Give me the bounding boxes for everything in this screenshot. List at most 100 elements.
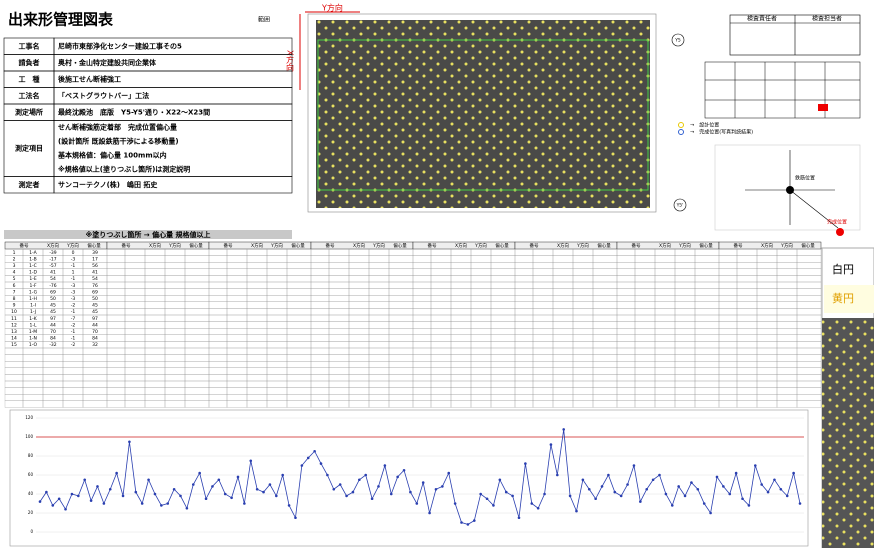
point	[588, 488, 591, 491]
table-cell	[209, 282, 227, 289]
table-cell	[43, 388, 63, 395]
table-cell	[107, 341, 125, 348]
table-value: 15	[11, 342, 17, 348]
table-cell	[451, 282, 471, 289]
table-cell	[675, 374, 695, 381]
table-cell	[675, 335, 695, 342]
point	[716, 476, 719, 479]
rebar-dot	[786, 186, 794, 194]
info-label: 工事名	[19, 41, 40, 50]
table-cell	[267, 249, 287, 256]
table-cell	[329, 348, 349, 355]
table-cell	[267, 295, 287, 302]
table-cell	[471, 355, 491, 362]
table-cell	[695, 275, 719, 282]
info-value: せん断補強筋定着部 完成位置偏心量	[58, 123, 177, 132]
table-cell	[757, 269, 777, 276]
table-cell	[63, 381, 83, 388]
point	[530, 502, 533, 505]
table-cell	[533, 355, 553, 362]
table-cell	[209, 322, 227, 329]
table-cell	[593, 282, 617, 289]
table-cell	[675, 256, 695, 263]
info-value: (設計箇所 既設鉄筋干渉による移動量)	[58, 137, 179, 146]
table-cell	[247, 275, 267, 282]
table-cell	[491, 256, 515, 263]
table-cell	[311, 361, 329, 368]
table-cell	[515, 355, 533, 362]
table-cell	[145, 335, 165, 342]
table-cell	[533, 341, 553, 348]
table-cell	[593, 335, 617, 342]
table-value: 54	[50, 276, 56, 282]
point	[741, 497, 744, 500]
table-cell	[777, 368, 797, 375]
table-cell	[349, 256, 369, 263]
table-value: 45	[50, 309, 56, 315]
table-cell	[573, 282, 593, 289]
table-cell	[737, 394, 757, 401]
table-cell	[145, 361, 165, 368]
table-cell	[719, 328, 737, 335]
table-cell	[533, 368, 553, 375]
table-cell	[797, 256, 821, 263]
point	[122, 495, 125, 498]
table-cell	[695, 308, 719, 315]
table-cell	[247, 394, 267, 401]
table-cell	[553, 256, 573, 263]
point	[90, 499, 93, 502]
y-tick-label: 60	[28, 472, 34, 477]
point	[186, 507, 189, 510]
table-cell	[573, 289, 593, 296]
table-value: 4	[13, 270, 16, 276]
table-cell	[471, 381, 491, 388]
table-cell	[209, 394, 227, 401]
table-cell	[311, 308, 329, 315]
table-value: 50	[50, 296, 56, 302]
table-cell	[719, 256, 737, 263]
table-cell	[311, 256, 329, 263]
table-value: 69	[50, 289, 56, 295]
table-cell	[267, 388, 287, 395]
table-cell	[635, 381, 655, 388]
table-cell	[515, 394, 533, 401]
table-cell	[573, 341, 593, 348]
table-cell	[209, 341, 227, 348]
note: ※塗りつぶし箇所 → 偏心量 規格値以上	[85, 230, 210, 239]
table-cell	[185, 374, 209, 381]
table-cell	[471, 322, 491, 329]
table-cell	[311, 289, 329, 296]
side-dots	[822, 318, 874, 548]
info-value: 奥村・金山特定建設共同企業体	[58, 58, 157, 67]
table-cell	[553, 308, 573, 315]
table-cell	[247, 374, 267, 381]
table-cell	[675, 348, 695, 355]
table-cell	[125, 401, 145, 408]
table-cell	[349, 262, 369, 269]
table-cell	[247, 295, 267, 302]
table-cell	[185, 302, 209, 309]
table-cell	[635, 289, 655, 296]
table-cell	[655, 302, 675, 309]
table-cell	[389, 256, 413, 263]
table-cell	[23, 355, 43, 362]
table-cell	[593, 249, 617, 256]
table-cell	[757, 282, 777, 289]
table-cell	[287, 388, 311, 395]
point	[460, 521, 463, 524]
point	[77, 495, 80, 498]
table-cell	[165, 269, 185, 276]
table-cell	[185, 355, 209, 362]
table-cell	[185, 256, 209, 263]
table-cell	[247, 335, 267, 342]
table-cell	[777, 381, 797, 388]
table-cell	[491, 348, 515, 355]
table-cell	[533, 361, 553, 368]
table-cell	[451, 289, 471, 296]
table-cell	[471, 262, 491, 269]
table-value: 10	[11, 309, 17, 315]
table-cell	[593, 348, 617, 355]
table-cell	[145, 341, 165, 348]
table-cell	[451, 322, 471, 329]
table-cell	[491, 282, 515, 289]
